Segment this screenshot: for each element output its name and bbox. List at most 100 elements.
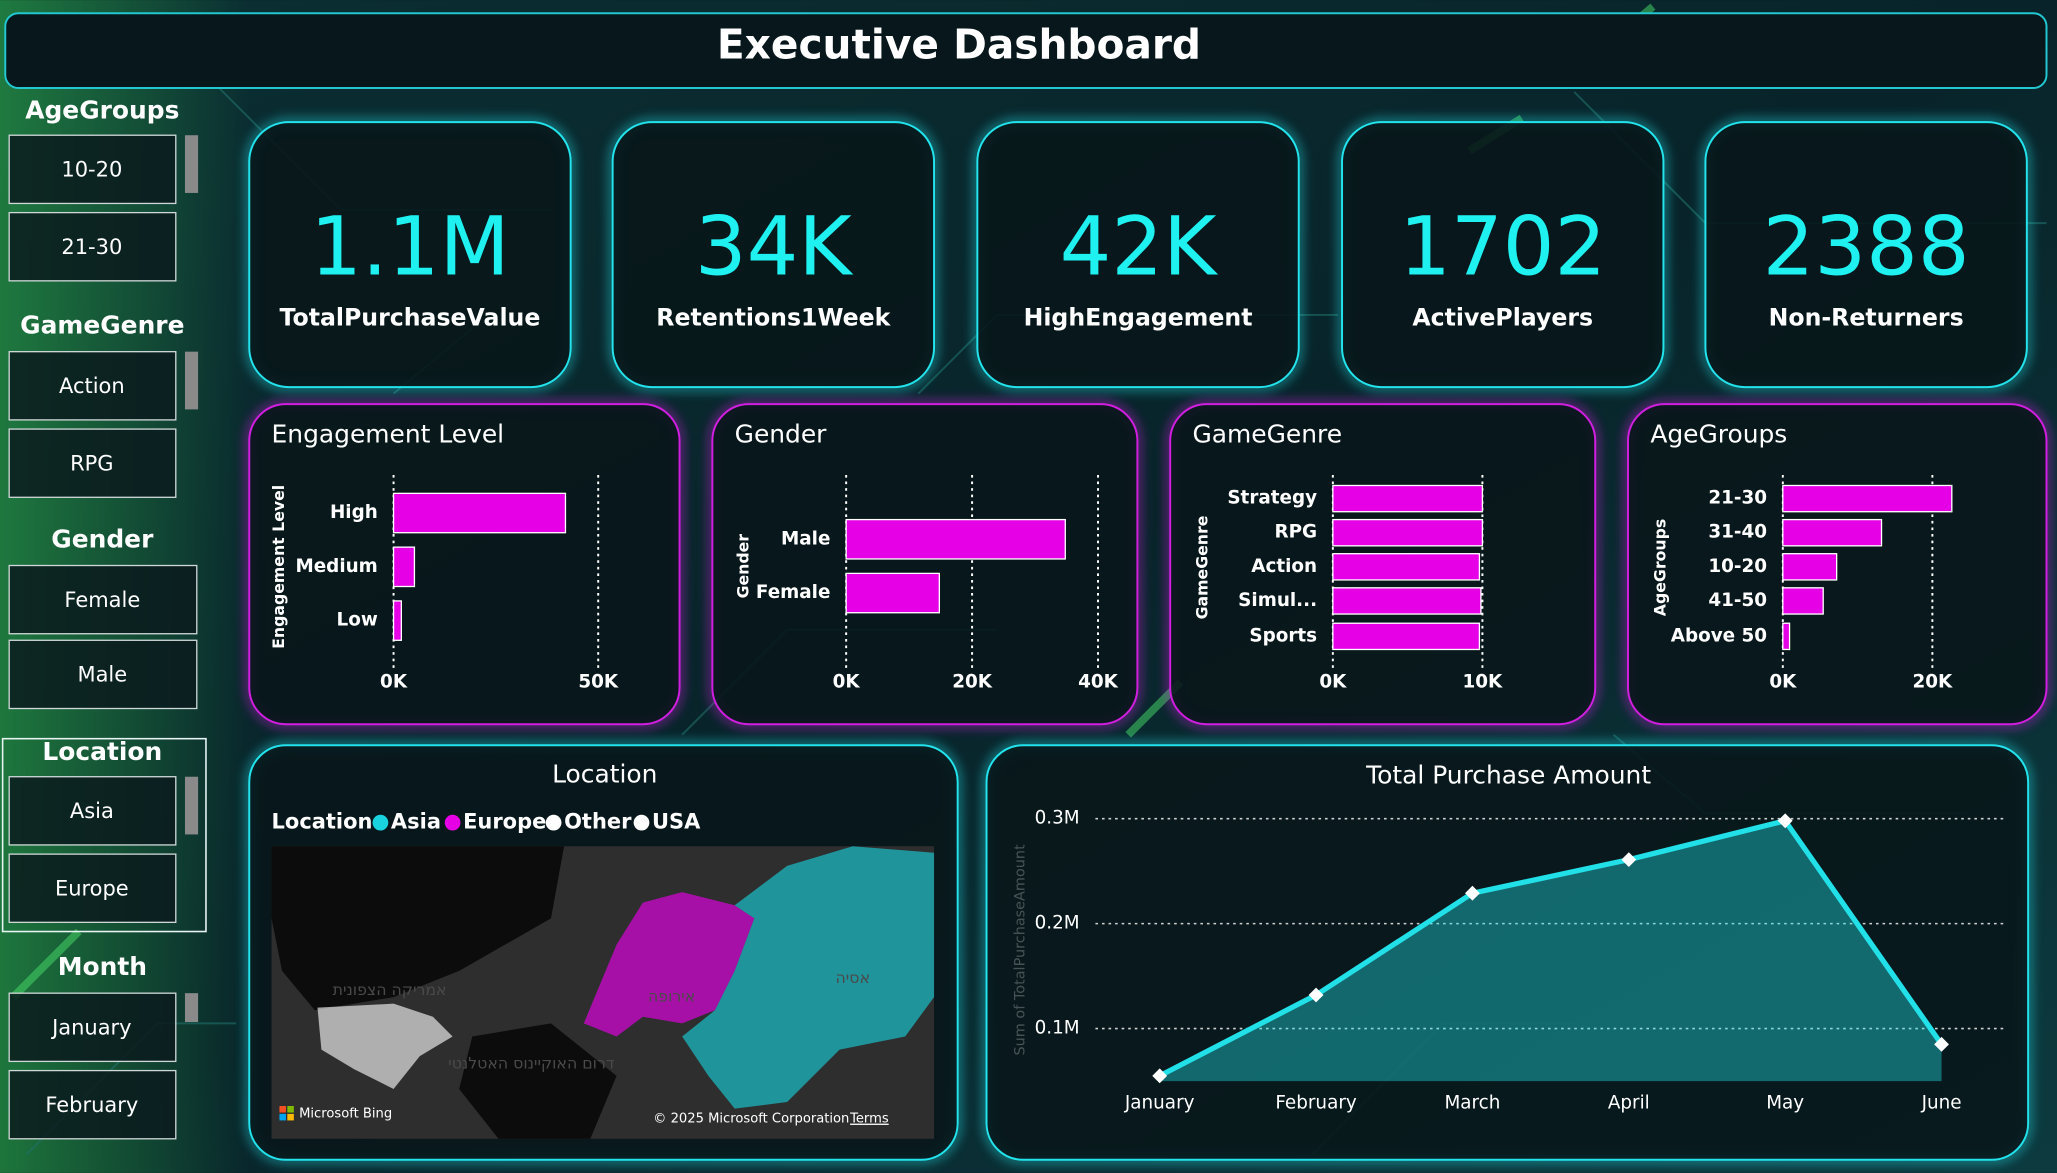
x-tick-label: 20K bbox=[952, 671, 993, 692]
legend-dot bbox=[372, 814, 389, 831]
y-tick-label: 0.2M bbox=[1035, 913, 1080, 934]
map-label: אמריקה הצפונית bbox=[333, 980, 447, 999]
slicer-item[interactable] bbox=[8, 853, 177, 923]
slicer-item-label[interactable]: January bbox=[50, 1016, 132, 1040]
chart-title: AgeGroups bbox=[1650, 420, 1787, 449]
map-attribution: Microsoft Bing bbox=[299, 1106, 392, 1121]
x-tick-label: 50K bbox=[578, 671, 619, 692]
bing-logo bbox=[279, 1113, 286, 1121]
slicer-item-label[interactable]: 10-20 bbox=[61, 158, 122, 182]
y-tick-label: 41-50 bbox=[1708, 590, 1767, 611]
marker bbox=[1308, 987, 1324, 1003]
charts: Engagement Level 0K 50K Engagement Level Hig… bbox=[245, 400, 2051, 1164]
y-tick-label: Medium bbox=[295, 556, 377, 577]
y-axis-title: Sum of TotalPurchaseAmount bbox=[1013, 844, 1029, 1056]
slicer-item-label[interactable]: February bbox=[45, 1093, 138, 1117]
x-tick-label: 0K bbox=[1319, 671, 1347, 692]
bing-logo bbox=[279, 1105, 286, 1113]
slicer-item-label[interactable]: 21-30 bbox=[61, 235, 122, 259]
slicer-item-label[interactable]: Action bbox=[59, 374, 125, 398]
bing-logo bbox=[287, 1105, 294, 1113]
bar bbox=[1332, 518, 1484, 547]
bar bbox=[392, 546, 416, 588]
panel bbox=[711, 403, 1139, 726]
x-tick-label: 20K bbox=[1912, 671, 1953, 692]
slicer-title: GameGenre bbox=[20, 311, 184, 340]
slicer-item[interactable] bbox=[8, 564, 198, 635]
slicer-item[interactable] bbox=[8, 1069, 177, 1140]
kpi-card bbox=[1704, 121, 2028, 389]
slicer-title: AgeGroups bbox=[25, 96, 179, 125]
slicer-title: Gender bbox=[51, 525, 154, 554]
y-tick-label: RPG bbox=[1274, 522, 1317, 543]
panel bbox=[985, 744, 2030, 1161]
bar bbox=[1332, 553, 1481, 581]
bar bbox=[1332, 622, 1481, 651]
y-tick-label: 0.3M bbox=[1035, 808, 1080, 829]
chart-title: Gender bbox=[735, 420, 828, 449]
scrollbar[interactable] bbox=[184, 993, 199, 1023]
scrollbar[interactable] bbox=[184, 351, 199, 410]
legend-dot bbox=[545, 814, 562, 831]
slicer-item[interactable] bbox=[8, 992, 177, 1063]
map-label: אירופה bbox=[648, 987, 695, 1006]
slicer-item-label[interactable]: Asia bbox=[70, 799, 114, 823]
slicer-item[interactable] bbox=[8, 351, 177, 421]
legend-dot bbox=[633, 814, 650, 831]
x-tick-label: April bbox=[1608, 1092, 1650, 1113]
slicer-item-label[interactable]: RPG bbox=[70, 451, 113, 475]
x-tick-label: 0K bbox=[833, 671, 861, 692]
chart-title: Location bbox=[552, 759, 657, 788]
legend-label: Asia bbox=[391, 810, 441, 834]
slicer-item-label[interactable]: Male bbox=[77, 663, 127, 687]
kpi-label: ActivePlayers bbox=[1412, 303, 1593, 331]
slicer-title: Month bbox=[58, 952, 147, 981]
y-axis-title: GameGenre bbox=[1192, 516, 1211, 620]
x-tick-label: March bbox=[1444, 1092, 1500, 1113]
chart-title: Total Purchase Amount bbox=[1365, 761, 1651, 790]
map-terms[interactable]: Terms bbox=[849, 1112, 889, 1127]
y-axis-title: AgeGroups bbox=[1650, 519, 1669, 616]
map-land bbox=[271, 846, 617, 1139]
map-region-asia bbox=[682, 846, 935, 1109]
chart-title: Engagement Level bbox=[272, 420, 505, 449]
scrollbar[interactable] bbox=[184, 776, 199, 835]
bar bbox=[845, 572, 941, 614]
y-tick-label: Simul... bbox=[1238, 590, 1317, 611]
slicer-item[interactable] bbox=[8, 776, 177, 846]
kpi-row: 1.1M TotalPurchaseValue 34K Retentions1Week… bbox=[245, 118, 2031, 392]
header-bar bbox=[4, 12, 2048, 89]
bar bbox=[392, 492, 567, 534]
y-tick-label: Female bbox=[756, 582, 831, 603]
bar bbox=[1782, 587, 1824, 615]
bar bbox=[1332, 484, 1484, 513]
kpi-value: 2388 bbox=[1763, 200, 1970, 294]
kpi-value: 42K bbox=[1060, 200, 1219, 294]
y-tick-label: 0.1M bbox=[1035, 1018, 1080, 1039]
x-tick-label: 0K bbox=[380, 671, 408, 692]
slicer-item-label[interactable]: Female bbox=[64, 588, 140, 612]
legend-title: Location bbox=[272, 810, 373, 834]
slicer-panel: AgeGroups 10-20 21-30 GameGenre Action RPG Gen… bbox=[1, 96, 207, 1140]
kpi-value: 34K bbox=[695, 200, 854, 294]
slicer-item[interactable] bbox=[8, 211, 177, 282]
bar bbox=[1332, 587, 1482, 615]
kpi-card bbox=[248, 121, 572, 389]
slicer-item[interactable] bbox=[8, 134, 177, 205]
kpi-card bbox=[611, 121, 936, 389]
kpi-value: 1.1M bbox=[310, 200, 510, 294]
map-label: דרום האוקיינוס האטלנטי bbox=[448, 1054, 615, 1073]
map-region-europe bbox=[583, 892, 755, 1037]
y-axis-title: Gender bbox=[733, 534, 752, 599]
slicer-item-label[interactable]: Europe bbox=[55, 877, 129, 901]
area bbox=[1159, 820, 1942, 1082]
y-tick-label: Action bbox=[1251, 556, 1317, 577]
map-region-usa bbox=[317, 1003, 453, 1089]
slicer-item[interactable] bbox=[8, 639, 198, 710]
kpi-label: Retentions1Week bbox=[656, 303, 891, 331]
scrollbar[interactable] bbox=[184, 135, 199, 193]
legend-dot bbox=[444, 814, 461, 831]
slicer-item[interactable] bbox=[8, 428, 177, 498]
